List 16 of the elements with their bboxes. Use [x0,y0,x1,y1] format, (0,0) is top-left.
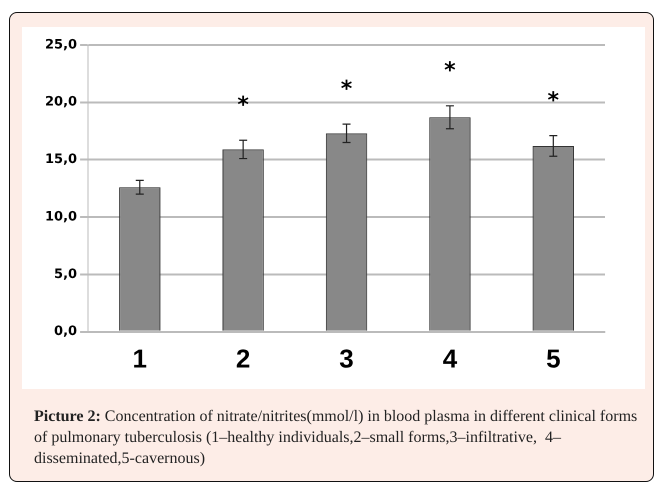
data-label: * [548,88,560,114]
data-label: * [444,58,456,84]
x-tick-label: 1 [132,344,147,374]
y-tick-label: 0,0 [54,324,78,340]
x-tick-label: 4 [442,344,458,374]
x-tick-label: 2 [236,344,250,374]
y-tick-label: 10,0 [44,209,78,224]
y-tick-label: 25,0 [44,37,78,52]
x-tick-label: 5 [546,344,561,374]
x-tick-label: 3 [339,344,354,374]
data-label: * [237,92,250,118]
y-tick-label: 15,0 [44,152,78,168]
y-tick-label: 5,0 [54,266,78,282]
y-tick-label: 20,0 [44,94,78,110]
data-label: * [340,76,353,102]
text: Picture 2: Concentration of nitrate/nitrites(mmol/l) in blood plasma in different clinical forms of pulmonary tuberculosis (1–healthy individuals,2–small forms,3–infiltrative, 4–disseminated,5-cavernous) [34,407,638,469]
